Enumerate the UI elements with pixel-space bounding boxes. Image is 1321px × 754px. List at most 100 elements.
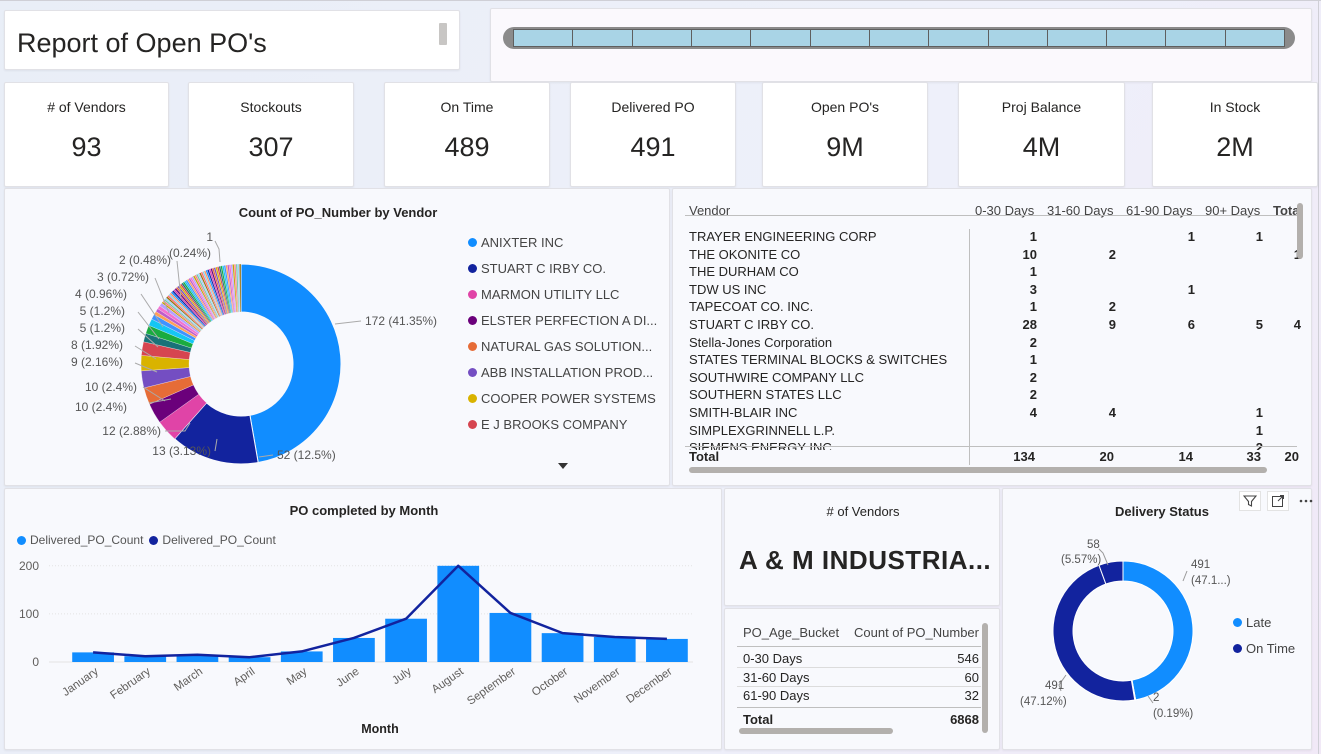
table-row[interactable]: SIMPLEXGRINNELL L.P. 1: [685, 423, 1297, 440]
y-tick-label: 100: [19, 607, 39, 621]
legend-item[interactable]: ANIXTER INC: [468, 229, 658, 255]
matrix-header-col[interactable]: 31-60 Days: [1047, 203, 1114, 218]
vendor-name-cell: TAPECOAT CO. INC.: [689, 299, 814, 314]
bar[interactable]: [489, 612, 532, 662]
leader-line: [140, 293, 164, 328]
bar[interactable]: [280, 651, 323, 662]
legend-dot-icon: [1233, 643, 1242, 653]
legend-item[interactable]: NATURAL GAS SOLUTION...: [468, 333, 658, 359]
kpi-in-stock[interactable]: In Stock 2M: [1152, 82, 1318, 187]
data-label: 491: [1045, 680, 1065, 692]
po-by-month-visual[interactable]: PO completed by Month Delivered_PO_Count…: [4, 488, 722, 750]
legend-item[interactable]: ELSTER PERFECTION A DI...: [468, 307, 658, 333]
age-horizontal-scrollbar[interactable]: [739, 728, 893, 734]
table-row[interactable]: TDW US INC 3 1: [685, 282, 1297, 299]
legend-item[interactable]: Delivered_PO_Count: [149, 533, 276, 547]
table-row[interactable]: SMITH-BLAIR INC 4 4 1: [685, 405, 1297, 422]
age-col-bucket[interactable]: PO_Age_Bucket: [743, 625, 840, 640]
title-scrollbar[interactable]: [439, 23, 447, 45]
table-row[interactable]: STUART C IRBY CO. 28 9 6 5 4: [685, 317, 1301, 334]
leader-line: [214, 240, 221, 263]
kpi-on-time[interactable]: On Time 489: [384, 82, 550, 187]
focus-mode-icon[interactable]: [1267, 491, 1289, 511]
kpi-open-pos[interactable]: Open PO's 9M: [762, 82, 928, 187]
po-age-bucket-table[interactable]: PO_Age_Bucket Count of PO_Number 0-30 Da…: [724, 608, 1000, 750]
vendor-name-cell: TRAYER ENGINEERING CORP: [689, 229, 877, 244]
frame-right: [1318, 0, 1319, 754]
slicer-bar[interactable]: [513, 29, 1285, 47]
bar[interactable]: [385, 618, 427, 662]
table-row[interactable]: 31-60 Days 60: [743, 670, 979, 685]
slicer-track[interactable]: [503, 27, 1295, 49]
legend-item[interactable]: COOPER POWER SYSTEMS: [468, 385, 658, 411]
bar[interactable]: [72, 652, 114, 662]
vendor-aging-matrix[interactable]: Vendor 0-30 Days 31-60 Days 61-90 Days 90+ D…: [672, 188, 1312, 486]
age-table-header: PO_Age_Bucket Count of PO_Number: [743, 625, 979, 640]
more-options-icon[interactable]: [1295, 491, 1317, 511]
legend-item[interactable]: On Time: [1233, 635, 1295, 661]
kpi-proj-balance[interactable]: Proj Balance 4M: [958, 82, 1125, 187]
matrix-header-col[interactable]: Tota: [1273, 203, 1300, 218]
bar[interactable]: [646, 638, 688, 662]
kpi-value: 2M: [1216, 132, 1254, 162]
legend-item[interactable]: MARMON UTILITY LLC: [468, 281, 658, 307]
matrix-vertical-scrollbar[interactable]: [1297, 203, 1303, 259]
date-range-slicer[interactable]: [490, 8, 1312, 82]
vendor-slice[interactable]: [240, 263, 342, 464]
legend-item[interactable]: STUART C IRBY CO.: [468, 255, 658, 281]
bar[interactable]: [124, 656, 167, 662]
kpi-delivered-po[interactable]: Delivered PO 491: [570, 82, 736, 187]
matrix-header-col[interactable]: 61-90 Days: [1126, 203, 1193, 218]
data-label: (0.19%): [1153, 708, 1194, 720]
matrix-header-col[interactable]: 0-30 Days: [975, 203, 1035, 218]
delivery-slice[interactable]: [1052, 564, 1136, 702]
bar[interactable]: [541, 633, 584, 662]
age-col-count[interactable]: Count of PO_Number: [853, 625, 979, 640]
bar[interactable]: [176, 654, 219, 662]
kpi-vendors[interactable]: # of Vendors 93: [4, 82, 169, 187]
table-row[interactable]: THE OKONITE CO1021: [685, 247, 1301, 264]
matrix-horizontal-scrollbar[interactable]: [689, 467, 1267, 473]
vendor-name-card[interactable]: # of Vendors A & M INDUSTRIA...: [724, 488, 1000, 606]
filter-icon[interactable]: [1239, 491, 1261, 511]
leader-line: [154, 277, 170, 314]
data-label: 3 (0.72%): [97, 270, 149, 284]
kpi-label: On Time: [440, 99, 494, 115]
bar[interactable]: [437, 565, 480, 662]
table-row[interactable]: TAPECOAT CO. INC. 1 2: [685, 299, 1297, 316]
table-row[interactable]: 0-30 Days 546: [743, 651, 979, 666]
legend-item[interactable]: Late: [1233, 609, 1295, 635]
bar[interactable]: [593, 636, 636, 662]
table-row[interactable]: THE DURHAM CO 1: [685, 264, 1297, 281]
delivery-slice[interactable]: [1122, 560, 1194, 701]
matrix-header-col[interactable]: 90+ Days: [1205, 203, 1261, 218]
table-row[interactable]: Stella-Jones Corporation 2: [685, 335, 1297, 352]
legend-dot-icon: [1233, 617, 1242, 627]
series-line[interactable]: [92, 564, 667, 659]
legend-dot-icon: [468, 263, 477, 273]
legend-item[interactable]: ABB INSTALLATION PROD...: [468, 359, 658, 385]
kpi-stockouts[interactable]: Stockouts 307: [188, 82, 354, 187]
legend-item[interactable]: E J BROOKS COMPANY: [468, 411, 658, 437]
matrix-total-label: Total: [689, 449, 720, 464]
legend-item[interactable]: Delivered_PO_Count: [17, 533, 143, 547]
vendor-card-label: # of Vendors: [826, 504, 900, 519]
legend-more-arrow-icon[interactable]: [558, 463, 568, 469]
table-row[interactable]: SOUTHERN STATES LLC 2: [685, 387, 1297, 404]
vendor-slice[interactable]: [239, 263, 242, 313]
matrix-value-cell: 2: [1029, 335, 1037, 350]
matrix-total-value: 14: [1178, 449, 1193, 464]
table-row[interactable]: SOUTHWIRE COMPANY LLC 2: [685, 370, 1297, 387]
table-row[interactable]: STATES TERMINAL BLOCKS & SWITCHES 1: [685, 352, 1297, 369]
x-tick-label: January: [60, 665, 101, 698]
age-vertical-scrollbar[interactable]: [982, 623, 988, 733]
delivery-status-visual[interactable]: Delivery Status 491 (47.1...) 58 (5.57%)…: [1002, 488, 1313, 750]
table-row[interactable]: TRAYER ENGINEERING CORP 1 1 1: [685, 229, 1297, 246]
bar[interactable]: [228, 657, 271, 662]
matrix-value-cell: 2: [1108, 247, 1116, 262]
vendor-donut-visual[interactable]: Count of PO_Number by Vendor 172 (41.35%…: [4, 188, 670, 486]
matrix-header-vendor[interactable]: Vendor: [689, 203, 731, 218]
table-row[interactable]: 61-90 Days 32: [743, 688, 979, 703]
table-row[interactable]: SIEMENS ENERGY INC 2: [685, 440, 1297, 450]
vendor-card-value: A & M INDUSTRIA...: [739, 545, 992, 575]
